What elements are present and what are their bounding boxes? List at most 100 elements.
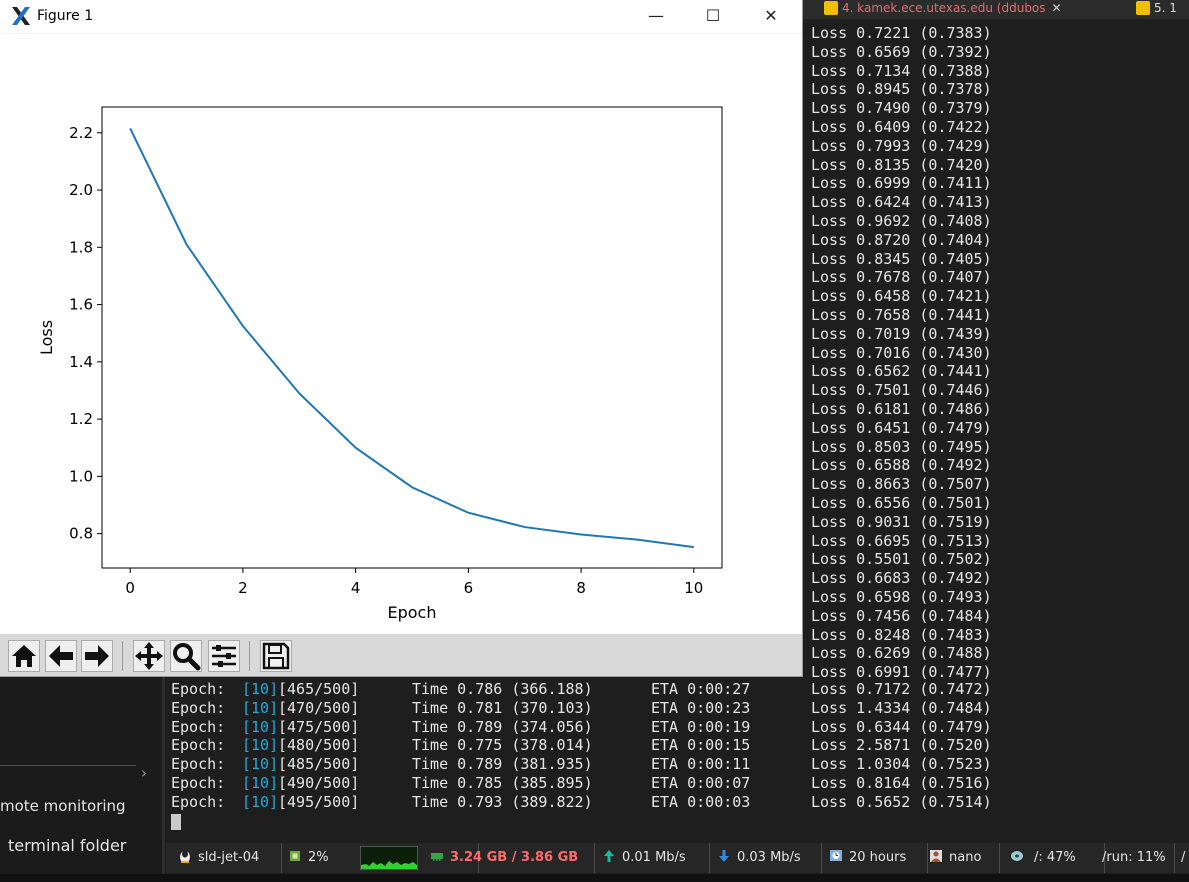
close-icon[interactable]: ✕ — [1051, 1, 1062, 15]
terminal-epoch-prefix: Epoch: — [171, 774, 235, 792]
y-tick-label: 1.8 — [69, 238, 93, 256]
terminal-loss-line: Loss 0.7501 (0.7446) — [811, 381, 992, 400]
terminal-loss-line: Loss 0.7658 (0.7441) — [811, 306, 992, 324]
subplots-icon[interactable] — [208, 640, 240, 672]
terminal-loss-line: Loss 0.6598 (0.7493) — [811, 588, 992, 606]
status-host[interactable]: sld-jet-04 — [166, 843, 282, 873]
status-disk-root[interactable]: /: 47% — [1002, 843, 1105, 873]
maximize-button[interactable]: ☐ — [705, 6, 721, 25]
zoom-icon[interactable] — [170, 640, 202, 672]
status-user[interactable]: nano — [925, 843, 1000, 873]
terminal-epoch-epoch: [10] — [242, 717, 279, 736]
save-icon[interactable] — [260, 640, 292, 672]
terminal-epoch-step: [470/500] — [278, 698, 360, 717]
terminal-loss-line: Loss 0.5501 (0.7502) — [811, 550, 992, 569]
y-tick-label: 1.6 — [69, 296, 93, 314]
terminal-epoch-eta: ETA 0:00:23 — [651, 698, 751, 717]
status-memory-label: 3.24 GB / 3.86 GB — [450, 850, 579, 865]
terminal-loss-line: Loss 0.8345 (0.7405) — [811, 249, 992, 268]
y-tick-label: 1.0 — [69, 467, 93, 485]
terminal-loss-line: Loss 0.7993 (0.7429) — [811, 136, 992, 155]
app-x-icon — [12, 7, 30, 25]
terminal-cursor — [171, 814, 181, 830]
status-bar: sld-jet-04 2% 3.24 GB / 3.86 GB 0.01 Mb/… — [166, 843, 1189, 873]
terminal-loss-line: Loss 0.7016 (0.7430) — [811, 343, 992, 362]
terminal-loss-line: Loss 0.6999 (0.7411) — [811, 174, 992, 193]
window-titlebar[interactable]: Figure 1 — ☐ ✕ — [0, 0, 802, 34]
terminal-loss-line: Loss 0.6181 (0.7486) — [811, 400, 992, 418]
terminal-tab-icon — [1136, 1, 1150, 15]
status-disk-run[interactable]: /run: 11% — [1100, 843, 1175, 873]
status-uptime[interactable]: 20 hours — [819, 843, 928, 873]
axes-frame — [101, 106, 723, 569]
status-memory[interactable]: 3.24 GB / 3.86 GB — [420, 843, 595, 873]
terminal-loss-line: Loss 0.8503 (0.7495) — [811, 437, 992, 456]
status-download-label: 0.03 Mb/s — [737, 850, 801, 865]
terminal-epoch-loss: Loss 1.0304 (0.7523) — [811, 755, 992, 774]
x-tick-label: 6 — [464, 579, 474, 597]
forward-arrow-icon[interactable] — [81, 640, 113, 672]
close-button[interactable]: ✕ — [764, 6, 778, 25]
status-upload-label: 0.01 Mb/s — [622, 850, 686, 865]
terminal-epoch-loss: Loss 1.4334 (0.7484) — [811, 698, 992, 717]
terminal-loss-line: Loss 0.6683 (0.7492) — [811, 569, 992, 588]
terminal-epoch-epoch: [10] — [242, 736, 279, 755]
terminal-epoch-step: [480/500] — [278, 736, 360, 755]
upload-arrow-icon — [604, 850, 614, 862]
terminal-epoch-eta: ETA 0:00:19 — [651, 717, 751, 736]
terminal-epoch-step: [475/500] — [278, 717, 360, 736]
terminal-loss-line: Loss 0.8720 (0.7404) — [811, 230, 992, 249]
terminal-epoch-epoch: [10] — [242, 680, 279, 698]
terminal-loss-line: Loss 0.9031 (0.7519) — [811, 512, 992, 531]
chevron-right-icon[interactable]: › — [141, 764, 147, 782]
terminal-epoch-eta: ETA 0:00:03 — [651, 792, 751, 811]
status-upload[interactable]: 0.01 Mb/s — [592, 843, 710, 873]
bottom-strip — [0, 874, 1189, 882]
status-cpu-label: 2% — [308, 850, 329, 865]
home-icon[interactable] — [8, 640, 40, 672]
x-tick-label: 10 — [684, 579, 703, 597]
y-axis-label: Loss — [37, 320, 56, 355]
x-tick-label: 8 — [576, 579, 586, 597]
sidebar-item-remote-monitoring[interactable]: mote monitoring — [0, 797, 126, 815]
terminal-epoch-step: [485/500] — [278, 755, 360, 774]
terminal-loss-line: Loss 0.6269 (0.7488) — [811, 644, 992, 663]
terminal-epoch-time: Time 0.786 (366.188) — [412, 680, 593, 698]
terminal-epoch-prefix: Epoch: — [171, 717, 235, 736]
terminal-epoch-eta: ETA 0:00:07 — [651, 774, 751, 792]
terminal-tab-label: 5. 1 — [1154, 1, 1177, 15]
terminal-epoch-loss: Loss 0.5652 (0.7514) — [811, 792, 992, 811]
terminal-loss-line: Loss 0.9692 (0.7408) — [811, 212, 992, 230]
y-tick-label: 1.4 — [69, 353, 93, 371]
toolbar-separator — [249, 641, 250, 671]
terminal-tab-4[interactable]: 4. kamek.ece.utexas.edu (ddubos ✕ — [820, 0, 1110, 19]
terminal-epoch-prefix: Epoch: — [171, 680, 235, 698]
terminal-epoch-time: Time 0.781 (370.103) — [412, 698, 593, 717]
terminal-loss-line: Loss 0.6569 (0.7392) — [811, 42, 992, 61]
terminal-tab-5[interactable]: 5. 1 — [1132, 0, 1189, 19]
back-arrow-icon[interactable] — [45, 640, 77, 672]
loss-chart: 0 2 4 6 8 10 0.8 1.0 1.2 1.4 1.6 1.8 2.0 2.2 Epoch Loss — [0, 34, 802, 634]
status-user-label: nano — [949, 850, 982, 865]
figure-window[interactable]: Figure 1 — ☐ ✕ 0 2 4 6 8 10 0.8 1.0 1.2 1.4 1.6 1.8… — [0, 0, 803, 677]
terminal-epoch-eta: ETA 0:00:11 — [651, 755, 751, 774]
status-extra: / — [1179, 843, 1189, 873]
terminal-loss-line: Loss 0.7019 (0.7439) — [811, 324, 992, 343]
terminal-epoch-loss: Loss 0.7172 (0.7472) — [811, 680, 992, 698]
terminal-epoch-prefix: Epoch: — [171, 755, 235, 774]
toolbar-separator — [122, 641, 123, 671]
cpu-graph — [360, 846, 418, 870]
sidebar-item-terminal-folder[interactable]: terminal folder — [8, 836, 127, 855]
terminal-loss-line: Loss 0.8663 (0.7507) — [811, 475, 992, 494]
status-cpu[interactable]: 2% — [282, 843, 479, 873]
terminal-epoch-epoch: [10] — [242, 698, 279, 717]
linux-icon — [180, 850, 190, 863]
terminal-epoch-prefix: Epoch: — [171, 698, 235, 717]
minimize-button[interactable]: — — [648, 6, 664, 25]
terminal-loss-line: Loss 0.7678 (0.7407) — [811, 268, 992, 287]
plot-canvas[interactable]: 0 2 4 6 8 10 0.8 1.0 1.2 1.4 1.6 1.8 2.0 2.2 Epoch Loss — [0, 34, 802, 634]
status-extra-label: / — [1181, 850, 1186, 865]
pan-icon[interactable] — [133, 640, 165, 672]
status-download[interactable]: 0.03 Mb/s — [707, 843, 822, 873]
figure-background — [0, 34, 802, 634]
